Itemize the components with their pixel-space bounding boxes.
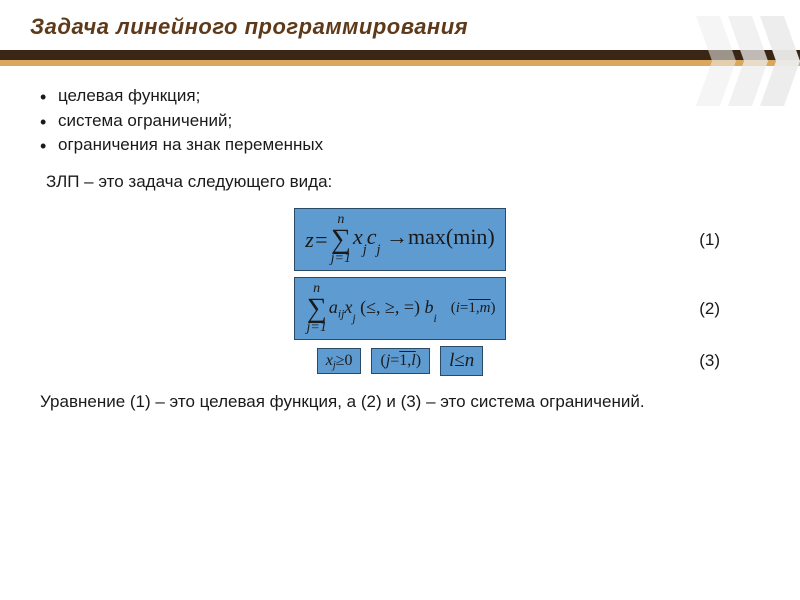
- bullet-item: целевая функция;: [40, 84, 760, 109]
- slide-content: целевая функция; система ограничений; ог…: [0, 66, 800, 424]
- slide-header: Задача линейного программирования: [0, 0, 800, 50]
- sum-symbol: n ∑ j=1: [307, 282, 327, 335]
- bullet-list: целевая функция; система ограничений; ог…: [40, 84, 760, 158]
- slide-title: Задача линейного программирования: [30, 14, 780, 40]
- equation-row-3: xj≥0 ( j=1,l ) l≤n (3): [40, 346, 760, 376]
- bullet-item: ограничения на знак переменных: [40, 133, 760, 158]
- stripe-dark: [0, 50, 800, 60]
- equation-label-1: (1): [699, 230, 720, 250]
- conclusion-text: Уравнение (1) – это целевая функция, а (…: [40, 390, 760, 414]
- equation-row-2: n ∑ j=1 aijxj (≤, ≥, =) bi (i=1,m) (2): [40, 277, 760, 340]
- equation-row-1: z= n ∑ j=1 xjcj →max(min) (1): [40, 208, 760, 271]
- equations-block: z= n ∑ j=1 xjcj →max(min) (1) n ∑ j=1 ai…: [40, 208, 760, 376]
- eq1-lhs: z=: [305, 227, 328, 253]
- sum-symbol: n ∑ j=1: [331, 213, 351, 266]
- bullet-item: система ограничений;: [40, 109, 760, 134]
- equation-3b: ( j=1,l ): [371, 348, 430, 374]
- sigma-icon: ∑: [331, 227, 351, 252]
- equation-3-group: xj≥0 ( j=1,l ) l≤n: [317, 346, 484, 376]
- sigma-icon: ∑: [307, 296, 327, 321]
- equation-1: z= n ∑ j=1 xjcj →max(min): [294, 208, 506, 271]
- sum-lower: j=1: [307, 321, 327, 335]
- eq2-body: aijxj (≤, ≥, =) bi: [329, 297, 437, 321]
- equation-3c: l≤n: [440, 346, 483, 376]
- equation-2: n ∑ j=1 aijxj (≤, ≥, =) bi (i=1,m): [294, 277, 507, 340]
- eq1-body: xjcj →max(min): [353, 224, 495, 254]
- intro-text: ЗЛП – это задача следующего вида:: [46, 172, 760, 192]
- equation-label-3: (3): [699, 351, 720, 371]
- equation-3a: xj≥0: [317, 348, 362, 374]
- sum-lower: j=1: [331, 252, 351, 266]
- eq2-cond: (i=1,m): [451, 300, 496, 317]
- equation-label-2: (2): [699, 299, 720, 319]
